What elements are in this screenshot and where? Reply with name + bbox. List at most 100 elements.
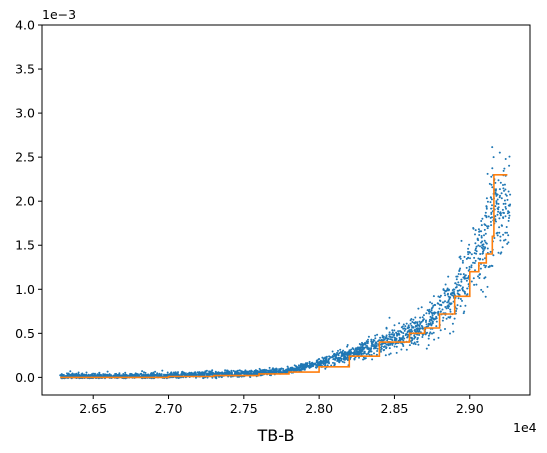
scatter-point [405,348,408,351]
scatter-point [303,363,305,366]
scatter-point [482,252,484,255]
scatter-point [153,374,156,377]
scatter-point [476,238,479,241]
scatter-point [447,299,450,302]
scatter-point [398,333,401,336]
scatter-point [367,335,370,338]
scatter-point [261,370,264,373]
scatter-point [436,302,439,305]
scatter-point [501,208,504,211]
scatter-point [445,289,448,292]
scatter-point [202,373,205,376]
scatter-point [202,371,205,374]
scatter-point [124,371,127,374]
scatter-point [441,319,444,322]
x-axis: 2.65 2.70 2.75 2.80 2.85 2.90 [79,395,484,416]
scatter-point [468,251,471,254]
scatter-point [216,371,219,374]
scatter-point [118,372,121,375]
scatter-point [361,346,364,349]
scatter-point [506,242,509,245]
scatter-point [405,333,408,336]
scatter-point [480,236,483,239]
scatter-point [400,338,403,341]
scatter-point [80,374,83,377]
scatter-point [504,158,507,160]
scatter-point [449,310,452,313]
scatter-point [507,241,510,244]
scatter-point [332,353,335,356]
scatter-point [388,333,391,336]
scatter-point [284,369,287,372]
scatter-point [85,371,88,374]
scatter-point [448,316,451,319]
scatter-point [503,189,505,192]
scatter-point [345,353,348,356]
scatter-point [481,258,484,261]
scatter-point [503,183,506,186]
scatter-point [393,329,396,332]
scatter-point [425,323,428,326]
scatter-point [337,354,340,357]
scatter-point [449,293,452,296]
scatter-point [466,277,469,280]
scatter-point [309,363,311,365]
scatter-point [466,287,469,290]
scatter-point [393,333,396,336]
scatter-point [463,277,466,280]
scatter-point [318,361,321,363]
scatter-point [504,215,507,218]
scatter-point [427,322,430,325]
scatter-point [478,258,481,261]
scatter-point [383,345,386,348]
scatter-point [59,374,62,377]
scatter-point [136,374,139,377]
scatter-point [92,372,95,375]
scatter-point [391,329,394,332]
scatter-point [388,353,391,356]
scatter-point [483,234,485,237]
scatter-point [411,338,414,341]
scatter-point [475,250,478,253]
scatter-point [331,350,334,353]
scatter-point [438,296,441,299]
scatter-point [508,217,510,219]
scatter-point [375,344,378,347]
scatter-point [155,374,158,376]
scatter-point [499,212,502,215]
x-tick-label: 2.75 [230,401,258,416]
scatter-point [489,201,492,204]
scatter-point [486,227,489,230]
scatter-point [447,292,449,295]
scatter-point [171,373,174,376]
scatter-point [455,278,458,281]
scatter-point [444,306,447,308]
scatter-point [463,310,466,313]
scatter-point [319,363,322,365]
scatter-point [416,340,419,343]
scatter-point [496,198,499,201]
scatter-point [504,188,507,191]
scatter-point [453,317,456,320]
scatter-point [225,371,228,374]
scatter-point [338,359,341,362]
scatter-point [459,267,462,270]
scatter-point [408,330,411,333]
scatter-point [474,249,477,252]
scatter-point [405,322,408,325]
scatter-point [413,341,416,344]
scatter-point [455,275,458,278]
scatter-point [494,191,497,194]
scatter-point [494,181,497,184]
scatter-point [483,277,486,280]
scatter-point [499,252,502,255]
scatter-point [434,304,437,306]
scatter-point [474,259,477,262]
scatter-point [437,310,440,313]
scatter-point [410,328,412,331]
scatter-point [503,239,505,242]
scatter-point [228,371,231,374]
scatter-point [407,326,410,329]
scatter-point [429,301,432,304]
